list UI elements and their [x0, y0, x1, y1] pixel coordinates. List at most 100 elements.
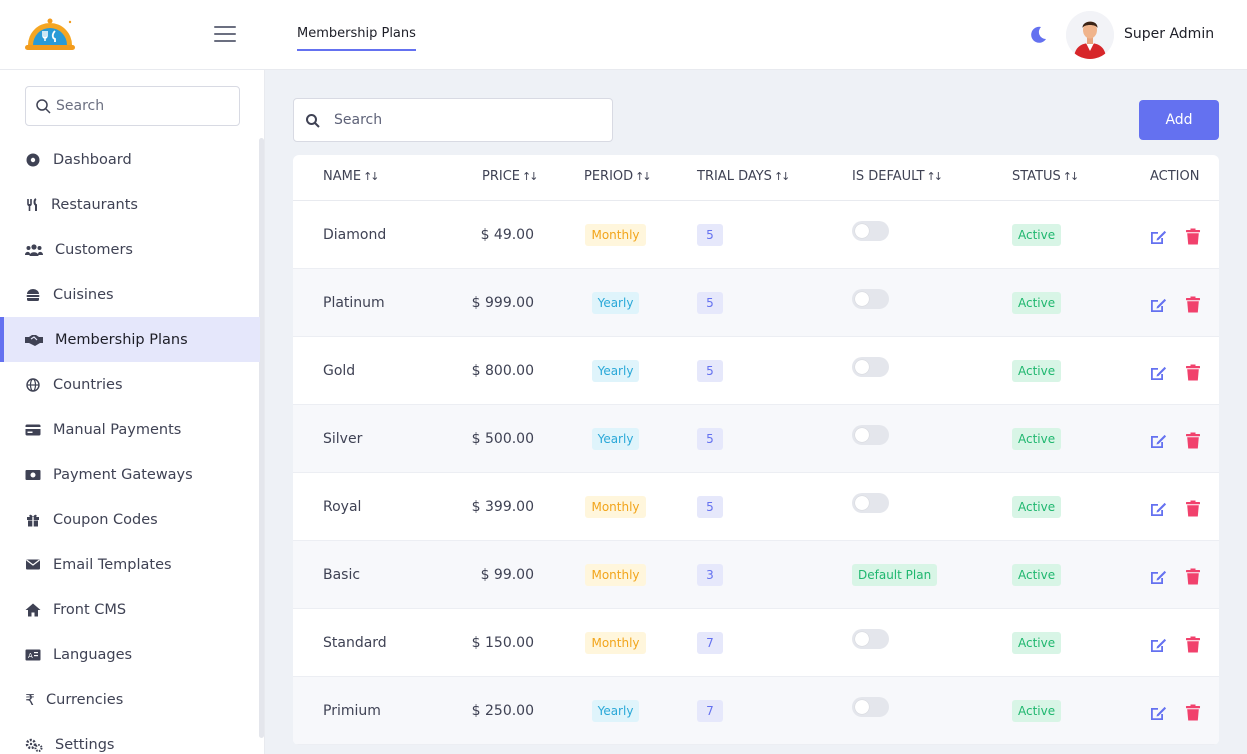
column-header-trial-days[interactable]: TRIAL DAYS ↑↓: [697, 155, 790, 201]
hamburger-line: [214, 40, 236, 42]
user-name[interactable]: Super Admin: [1124, 26, 1215, 42]
edit-icon[interactable]: [1148, 567, 1168, 587]
sidebar-item-membership-plans[interactable]: Membership Plans: [0, 317, 260, 362]
trial-days-cell: 5: [697, 201, 723, 269]
trash-icon[interactable]: [1183, 703, 1203, 723]
action-cell: [1148, 609, 1218, 677]
restaurant-cloche-logo-icon[interactable]: [24, 17, 76, 53]
trash-icon[interactable]: [1183, 295, 1203, 315]
main-search-input[interactable]: [334, 108, 604, 132]
status-badge: Active: [1012, 224, 1062, 246]
dashboard-icon: [26, 153, 40, 166]
column-header-is-default[interactable]: IS DEFAULT ↑↓: [852, 155, 943, 201]
table-row: Royal $ 399.00 Monthly 5 Active: [293, 473, 1219, 541]
hamburger-line: [214, 33, 236, 35]
plan-name: Diamond: [323, 227, 387, 243]
sidebar-item-settings[interactable]: Settings: [0, 722, 260, 754]
trial-days-cell: 5: [697, 473, 723, 541]
column-header-name[interactable]: NAME ↑↓: [323, 155, 380, 201]
plan-name: Standard: [323, 635, 387, 651]
trash-icon[interactable]: [1183, 499, 1203, 519]
sidebar-item-currencies[interactable]: ₹ Currencies: [0, 677, 260, 722]
edit-icon[interactable]: [1148, 363, 1168, 383]
period-cell: Yearly: [582, 337, 649, 405]
column-header-price[interactable]: PRICE ↑↓: [482, 155, 539, 201]
sidebar-item-manual-payments[interactable]: Manual Payments: [0, 407, 260, 452]
is-default-cell: [852, 677, 889, 745]
is-default-toggle[interactable]: [852, 697, 889, 717]
gears-icon: [25, 738, 43, 752]
sidebar-item-customers[interactable]: Customers: [0, 227, 260, 272]
moon-icon[interactable]: [1028, 25, 1048, 45]
period-cell: Monthly: [582, 473, 649, 541]
period-cell: Yearly: [582, 677, 649, 745]
sidebar-item-payment-gateways[interactable]: Payment Gateways: [0, 452, 260, 497]
membership-plans-table: NAME ↑↓ PRICE ↑↓ PERIOD ↑↓ TRIAL DAYS ↑↓ IS …: [293, 155, 1219, 745]
tab-membership-plans[interactable]: Membership Plans: [297, 26, 416, 51]
menu-toggle-button[interactable]: [214, 26, 236, 44]
sidebar-item-label: Membership Plans: [55, 331, 188, 348]
trash-icon[interactable]: [1183, 363, 1203, 383]
column-header-status[interactable]: STATUS ↑↓: [1012, 155, 1079, 201]
trash-icon[interactable]: [1183, 227, 1203, 247]
sidebar-scrollbar[interactable]: [259, 138, 264, 738]
is-default-toggle[interactable]: [852, 629, 889, 649]
sidebar-item-label: Customers: [55, 241, 133, 258]
sidebar-item-front-cms[interactable]: Front CMS: [0, 587, 260, 632]
period-badge: Monthly: [585, 632, 646, 654]
sidebar-item-dashboard[interactable]: Dashboard: [0, 137, 260, 182]
column-header-label: PRICE: [482, 169, 520, 184]
sidebar-item-countries[interactable]: Countries: [0, 362, 260, 407]
users-icon: [25, 243, 43, 256]
edit-icon[interactable]: [1148, 703, 1168, 723]
sidebar-item-label: Currencies: [46, 691, 124, 708]
gift-icon: [27, 514, 39, 526]
sidebar-item-label: Cuisines: [53, 286, 114, 303]
hamburger-line: [214, 26, 236, 28]
edit-icon[interactable]: [1148, 635, 1168, 655]
period-badge: Monthly: [585, 224, 646, 246]
plan-name: Primium: [323, 703, 381, 719]
trash-icon[interactable]: [1183, 635, 1203, 655]
status-cell: Active: [1012, 541, 1062, 609]
table-row: Diamond $ 49.00 Monthly 5 Active: [293, 201, 1219, 269]
trial-days-cell: 7: [697, 609, 723, 677]
column-header-period[interactable]: PERIOD ↑↓: [584, 155, 652, 201]
search-icon: [36, 99, 51, 114]
plan-name: Gold: [323, 363, 356, 379]
trash-icon[interactable]: [1183, 431, 1203, 451]
is-default-toggle[interactable]: [852, 425, 889, 445]
trash-icon[interactable]: [1183, 567, 1203, 587]
is-default-toggle[interactable]: [852, 357, 889, 377]
plan-price: $ 150.00: [471, 635, 534, 651]
status-badge: Active: [1012, 496, 1062, 518]
sidebar-item-label: Front CMS: [53, 601, 127, 618]
toggle-knob: [855, 292, 869, 306]
is-default-toggle[interactable]: [852, 289, 889, 309]
plan-price: $ 399.00: [471, 499, 534, 515]
trial-days-badge: 7: [697, 700, 723, 722]
period-badge: Yearly: [591, 360, 640, 382]
add-button[interactable]: Add: [1139, 100, 1219, 140]
action-cell: [1148, 405, 1218, 473]
edit-icon[interactable]: [1148, 295, 1168, 315]
sidebar-item-label: Restaurants: [51, 196, 138, 213]
sidebar-search-input[interactable]: [56, 93, 232, 119]
action-cell: [1148, 677, 1218, 745]
sidebar-item-cuisines[interactable]: Cuisines: [0, 272, 260, 317]
is-default-toggle[interactable]: [852, 493, 889, 513]
edit-icon[interactable]: [1148, 227, 1168, 247]
sidebar-item-restaurants[interactable]: Restaurants: [0, 182, 260, 227]
edit-icon[interactable]: [1148, 499, 1168, 519]
sidebar-item-coupon-codes[interactable]: Coupon Codes: [0, 497, 260, 542]
globe-icon: [26, 377, 40, 392]
period-cell: Yearly: [582, 405, 649, 473]
default-plan-badge: Default Plan: [852, 564, 938, 586]
sidebar-item-email-templates[interactable]: Email Templates: [0, 542, 260, 587]
avatar[interactable]: [1066, 11, 1114, 59]
period-cell: Yearly: [582, 269, 649, 337]
is-default-toggle[interactable]: [852, 221, 889, 241]
plan-name: Silver: [323, 431, 363, 447]
edit-icon[interactable]: [1148, 431, 1168, 451]
sidebar-item-languages[interactable]: A Languages: [0, 632, 260, 677]
